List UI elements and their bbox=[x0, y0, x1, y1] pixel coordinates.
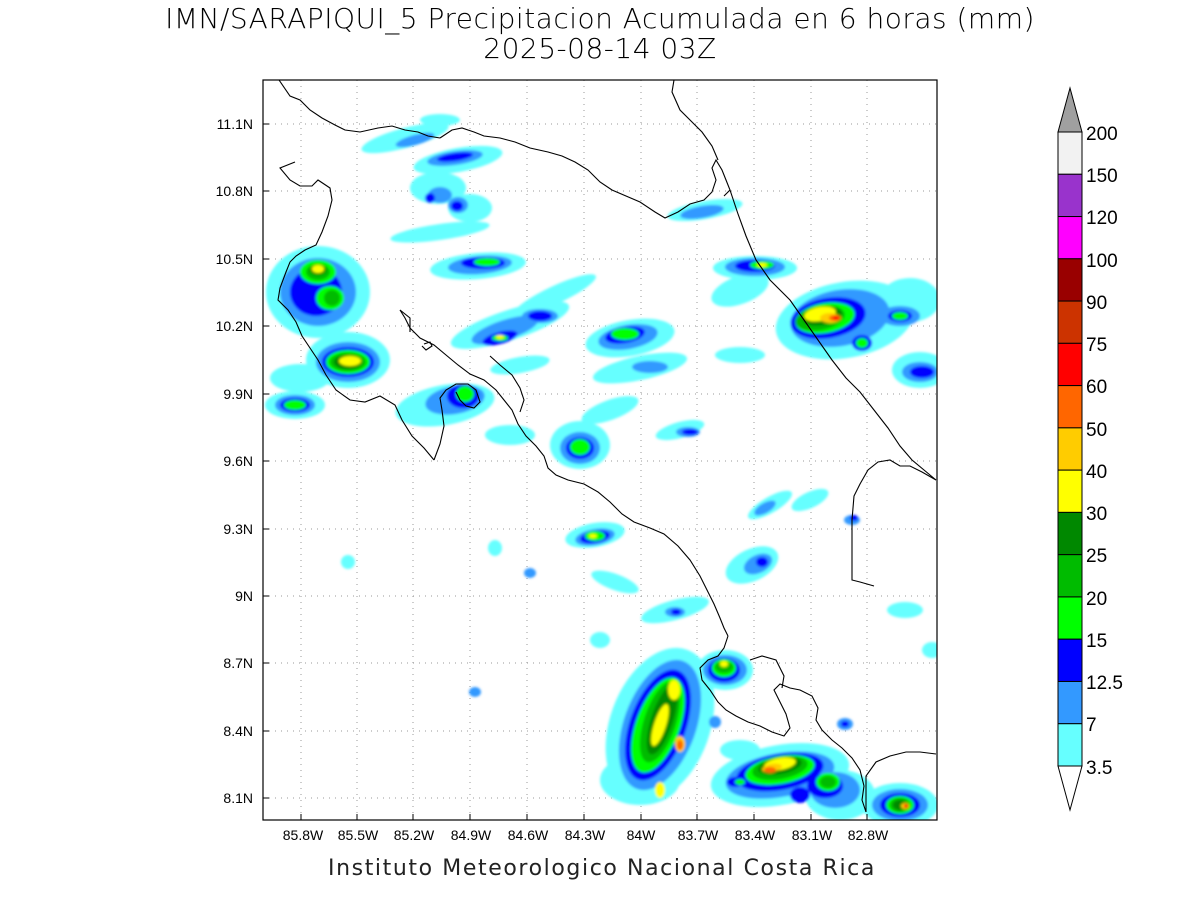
colorbar-swatch bbox=[1057, 300, 1083, 344]
colorbar-swatch bbox=[1057, 596, 1083, 640]
colorbar-label: 40 bbox=[1086, 462, 1107, 483]
colorbar: 200 150 120 100 90 75 60 50 40 30 25 20 … bbox=[1057, 86, 1123, 812]
colorbar-swatch bbox=[1057, 131, 1083, 175]
x-tick-label: 85.5W bbox=[338, 827, 379, 843]
colorbar-label: 150 bbox=[1086, 166, 1118, 187]
x-tick-label: 84W bbox=[627, 827, 657, 843]
colorbar-swatch bbox=[1057, 258, 1083, 302]
y-tick-label: 8.1N bbox=[223, 790, 253, 806]
x-tick-label: 85.2W bbox=[394, 827, 435, 843]
colorbar-swatch bbox=[1057, 511, 1083, 556]
colorbar-swatch bbox=[1057, 427, 1083, 471]
colorbar-swatch bbox=[1057, 342, 1083, 387]
y-tick-label: 9.6N bbox=[223, 453, 253, 469]
colorbar-label: 120 bbox=[1086, 208, 1118, 229]
colorbar-swatch bbox=[1057, 469, 1083, 513]
colorbar-label: 12.5 bbox=[1086, 673, 1123, 694]
x-tick-label: 84.9W bbox=[451, 827, 492, 843]
colorbar-label: 60 bbox=[1086, 377, 1107, 398]
colorbar-swatch bbox=[1057, 680, 1083, 725]
colorbar-swatch bbox=[1057, 638, 1083, 682]
y-tick-labels: 11.1N 10.8N 10.5N 10.2N 9.9N 9.6N 9.3N 9… bbox=[216, 116, 253, 806]
colorbar-label: 50 bbox=[1086, 420, 1107, 441]
colorbar-over-triangle bbox=[1057, 86, 1083, 133]
y-tick-label: 10.2N bbox=[216, 318, 253, 334]
colorbar-label: 15 bbox=[1086, 631, 1107, 652]
coastlines bbox=[277, 80, 937, 813]
colorbar-label: 75 bbox=[1086, 335, 1107, 356]
x-tick-label: 84.6W bbox=[508, 827, 549, 843]
colorbar-labels: 200 150 120 100 90 75 60 50 40 30 25 20 … bbox=[1086, 124, 1123, 779]
colorbar-swatch bbox=[1057, 723, 1083, 767]
colorbar-label: 25 bbox=[1086, 546, 1107, 567]
x-tick-label: 83.7W bbox=[678, 827, 719, 843]
x-tick-label: 84.3W bbox=[565, 827, 606, 843]
colorbar-label: 100 bbox=[1086, 251, 1118, 272]
colorbar-label: 3.5 bbox=[1086, 758, 1112, 779]
colorbar-swatch bbox=[1057, 216, 1083, 260]
footer-credit: Instituto Meteorologico Nacional Costa R… bbox=[328, 856, 876, 881]
colorbar-label: 30 bbox=[1086, 504, 1107, 525]
precipitation-field bbox=[265, 114, 937, 820]
colorbar-label: 20 bbox=[1086, 589, 1107, 610]
map-title: IMN/SARAPIQUI_5 Precipitacion Acumulada … bbox=[165, 2, 1035, 35]
y-tick-label: 9N bbox=[235, 588, 253, 604]
colorbar-swatch bbox=[1057, 385, 1083, 429]
x-tick-label: 83.4W bbox=[735, 827, 776, 843]
x-tick-label: 83.1W bbox=[792, 827, 833, 843]
colorbar-under-triangle bbox=[1057, 765, 1083, 812]
colorbar-label: 7 bbox=[1086, 715, 1097, 736]
x-tick-label: 82.8W bbox=[848, 827, 889, 843]
colorbar-label: 200 bbox=[1086, 124, 1118, 145]
y-tick-label: 10.8N bbox=[216, 183, 253, 199]
y-tick-label: 11.1N bbox=[217, 116, 253, 132]
y-tick-label: 9.3N bbox=[223, 521, 253, 537]
axis-ticks bbox=[263, 123, 868, 820]
colorbar-swatch bbox=[1057, 173, 1083, 218]
y-tick-label: 10.5N bbox=[216, 251, 253, 267]
y-tick-label: 9.9N bbox=[223, 386, 253, 402]
colorbar-label: 90 bbox=[1086, 293, 1107, 314]
y-tick-label: 8.7N bbox=[223, 655, 253, 671]
map-datetime: 2025-08-14 03Z bbox=[483, 32, 717, 65]
map-frame bbox=[262, 79, 938, 821]
x-tick-labels: 85.8W 85.5W 85.2W 84.9W 84.6W 84.3W 84W … bbox=[283, 827, 889, 843]
colorbar-boxes bbox=[1057, 131, 1083, 767]
y-tick-label: 8.4N bbox=[223, 723, 253, 739]
colorbar-swatch bbox=[1057, 554, 1083, 598]
x-tick-label: 85.8W bbox=[283, 827, 324, 843]
